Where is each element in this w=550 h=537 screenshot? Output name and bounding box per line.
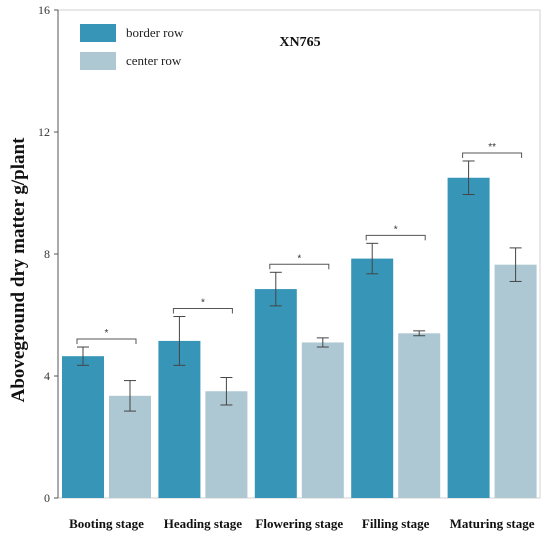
x-tick-label: Filling stage [362,516,430,531]
bar [351,259,393,498]
y-tick-label: 8 [44,247,50,261]
significance-label: * [394,224,398,235]
significance-bracket [173,309,232,314]
significance-label: * [105,328,109,339]
bar [398,333,440,498]
legend-label: center row [126,53,182,68]
y-axis-label: Aboveground dry matter g/plant [8,137,29,402]
significance-bracket [270,264,329,269]
x-tick-label: Booting stage [69,516,144,531]
y-tick-label: 0 [44,491,50,505]
x-axis-labels: Booting stage Heading stage Flowering stag… [69,516,535,531]
significance-label: * [201,298,205,309]
y-axis: 0 4 8 12 16 [38,3,58,505]
bar [255,289,297,498]
significance-label: ** [488,142,496,153]
legend-label: border row [126,25,184,40]
y-tick-label: 12 [38,125,50,139]
bar [302,342,344,498]
legend-swatch [80,52,116,70]
x-tick-label: Heading stage [164,516,243,531]
significance-bracket [77,339,136,344]
x-tick-label: Flowering stage [255,516,343,531]
bar [205,391,247,498]
legend: border row center row [80,24,184,70]
significance-label: * [297,253,301,264]
significance-bracket [463,153,522,158]
chart-title: XN765 [279,35,320,50]
y-tick-label: 16 [38,3,50,17]
significance-bracket [366,235,425,240]
bars [62,178,537,498]
bar [495,265,537,498]
y-tick-label: 4 [44,369,50,383]
bar [448,178,490,498]
x-tick-label: Maturing stage [450,516,535,531]
bar [62,356,104,498]
legend-swatch [80,24,116,42]
